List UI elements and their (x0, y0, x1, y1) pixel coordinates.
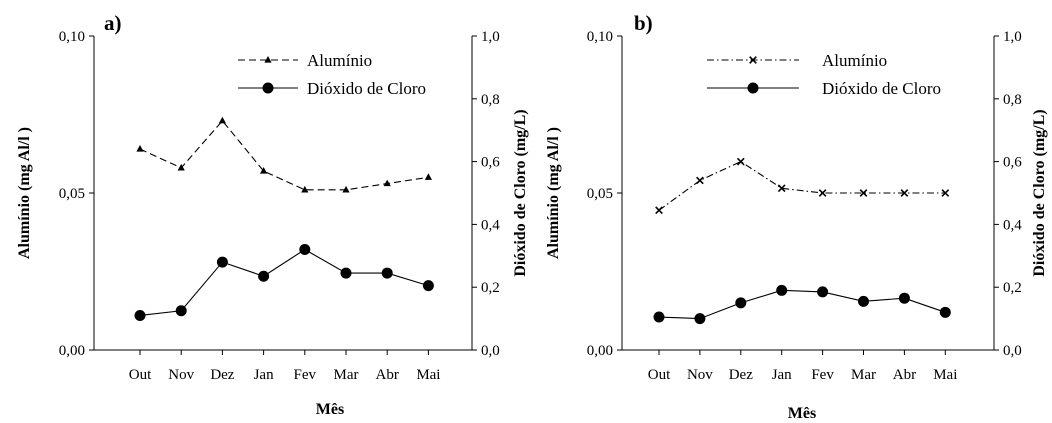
data-point-triangle (424, 173, 432, 180)
x-tick-label: Dez (210, 367, 234, 383)
data-point-triangle (218, 116, 226, 124)
legend-marker-circle (262, 82, 274, 94)
data-point-triangle (177, 163, 185, 171)
right-tick-label: 1,0 (481, 29, 500, 45)
x-tick-label: Dez (729, 367, 753, 383)
chart-panel-0: 0,00 0,05 0,10 0,0 0,2 0,4 0,6 0,8 1,0 Out Nov Dez J… (16, 11, 529, 418)
data-point-x (900, 189, 909, 197)
x-tick-label: Mai (416, 367, 440, 383)
legend-entry-label: Alumínio (307, 51, 372, 70)
left-tick-label: 0,05 (59, 186, 85, 202)
legend-entry-label: Dióxido de Cloro (822, 79, 941, 98)
x-tick-label: Jan (772, 367, 792, 383)
data-point-circle (381, 267, 393, 279)
panel-label: b) (634, 11, 653, 35)
series-line-x (658, 160, 946, 211)
legend-entry-label: Dióxido de Cloro (307, 79, 426, 98)
x-tick-label: Fev (294, 367, 317, 383)
right-tick-label: 0,8 (481, 92, 500, 108)
x-tick-label: Nov (687, 367, 713, 383)
right-tick-label: 0,2 (481, 280, 500, 296)
data-point-x (777, 184, 786, 193)
panel-label: a) (104, 11, 122, 35)
data-point-circle (340, 267, 352, 279)
data-point-triangle (342, 185, 350, 193)
right-tick-label: 0,2 (1003, 280, 1022, 296)
right-tick-label: 0,4 (481, 217, 500, 233)
x-tick-label: Abr (893, 367, 916, 383)
x-tick-label: Nov (168, 367, 194, 383)
data-point-circle (175, 305, 187, 317)
data-point-x (736, 157, 745, 166)
x-tick-label: Mar (851, 367, 876, 383)
data-point-triangle (383, 179, 391, 187)
right-tick-label: 0,0 (1003, 343, 1022, 359)
chart-panel-1: 0,00 0,05 0,10 0,0 0,2 0,4 0,6 0,8 1,0 Out Nov Dez J… (545, 11, 1048, 422)
y-axis-label-left: Alumínio (mg Al/l ) (16, 127, 33, 259)
x-tick-label: Out (648, 367, 671, 383)
data-point-x (818, 189, 827, 197)
data-point-circle (817, 286, 829, 298)
legend: Alumínio Dióxido de Cloro (238, 51, 426, 98)
x-tick-label: Abr (376, 367, 399, 383)
legend: Alumínio Dióxido de Cloro (707, 51, 941, 98)
legend-entry-label: Alumínio (822, 51, 887, 70)
data-point-circle (134, 309, 146, 321)
x-tick-label: Mar (334, 367, 359, 383)
data-point-circle (735, 297, 747, 309)
right-tick-label: 0,8 (1003, 92, 1022, 108)
left-tick-label: 0,00 (59, 343, 85, 359)
data-point-x (941, 189, 950, 197)
data-point-circle (858, 295, 869, 307)
left-tick-label: 0,10 (59, 29, 85, 45)
left-tick-label: 0,10 (587, 29, 613, 45)
data-point-circle (422, 280, 434, 292)
right-tick-label: 0,6 (481, 155, 500, 171)
series-line-circle (139, 248, 429, 317)
data-point-triangle (136, 145, 144, 152)
data-point-triangle (260, 167, 268, 174)
right-tick-label: 0,6 (1003, 155, 1022, 171)
data-point-x (655, 206, 663, 215)
data-point-circle (653, 311, 665, 323)
right-tick-label: 0,4 (1003, 217, 1022, 233)
data-point-circle (776, 284, 788, 296)
x-axis-label: Mês (316, 401, 344, 418)
left-tick-label: 0,05 (587, 186, 613, 202)
right-tick-label: 0,0 (481, 343, 500, 359)
data-point-circle (694, 313, 706, 325)
x-tick-label: Mai (933, 367, 957, 383)
left-tick-label: 0,00 (587, 343, 613, 359)
y-axis-label-right: Dióxido de Cloro (mg/L) (1031, 109, 1048, 276)
data-point-x (859, 189, 868, 197)
x-axis-label: Mês (788, 405, 816, 422)
data-point-circle (898, 292, 910, 304)
series-line-circle (658, 289, 946, 320)
legend-marker-x (749, 56, 757, 64)
legend-marker-circle (747, 82, 759, 94)
data-point-circle (939, 306, 951, 318)
series-line-triangle (139, 119, 429, 191)
data-point-circle (216, 256, 228, 268)
data-point-triangle (301, 185, 309, 193)
y-axis-label-left: Alumínio (mg Al/l ) (545, 127, 562, 259)
data-point-circle (258, 270, 270, 282)
x-tick-label: Out (129, 367, 152, 383)
legend-marker-triangle (264, 56, 272, 63)
data-point-x (696, 176, 704, 185)
right-tick-label: 1,0 (1003, 29, 1022, 45)
y-axis-label-right: Dióxido de Cloro (mg/L) (512, 109, 529, 276)
data-point-circle (299, 244, 311, 256)
x-tick-label: Jan (254, 367, 274, 383)
x-tick-label: Fev (811, 367, 834, 383)
